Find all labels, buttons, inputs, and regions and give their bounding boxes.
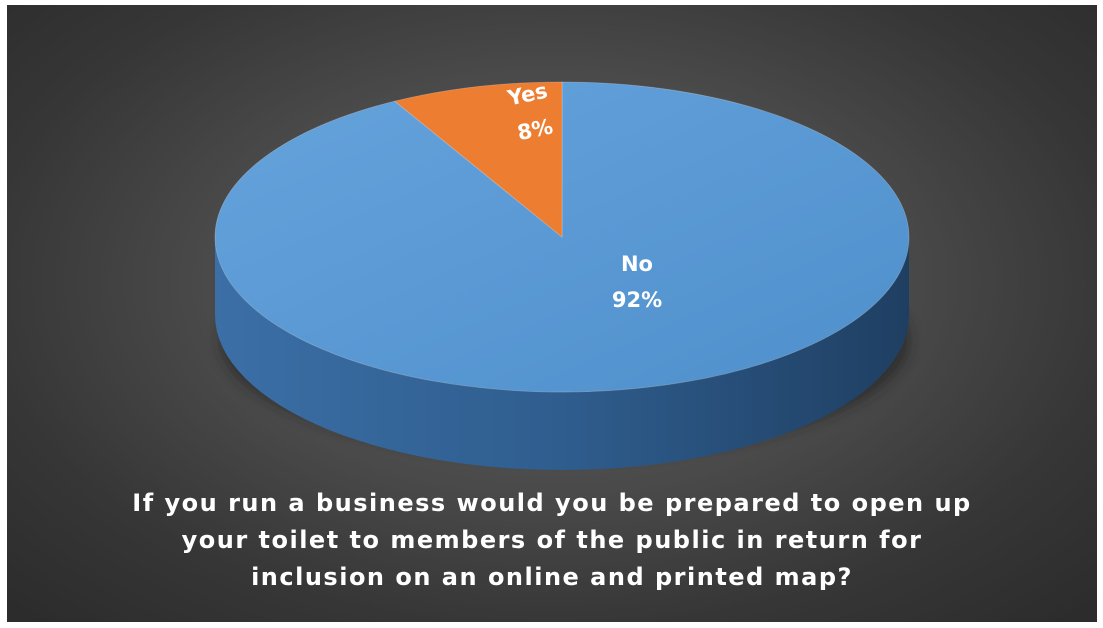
caption-line-2: your toilet to members of the public in … xyxy=(181,526,923,554)
pie-sides xyxy=(215,237,909,470)
chart-caption: If you run a business would you be prepa… xyxy=(47,485,1057,596)
caption-line-1: If you run a business would you be prepa… xyxy=(132,489,972,517)
pie-tops xyxy=(214,81,910,393)
pie-side-no xyxy=(215,237,909,470)
slice-label-no: No 92% xyxy=(612,252,662,312)
slide: No 92% Yes 8% If you run a business would y… xyxy=(7,5,1097,622)
pie-slice-no xyxy=(214,81,910,393)
slice-category-no: No xyxy=(621,252,653,276)
caption-line-3: inclusion on an online and printed map? xyxy=(251,563,853,591)
pie-slice-yes xyxy=(393,81,563,238)
slice-percent-no: 92% xyxy=(612,288,662,312)
